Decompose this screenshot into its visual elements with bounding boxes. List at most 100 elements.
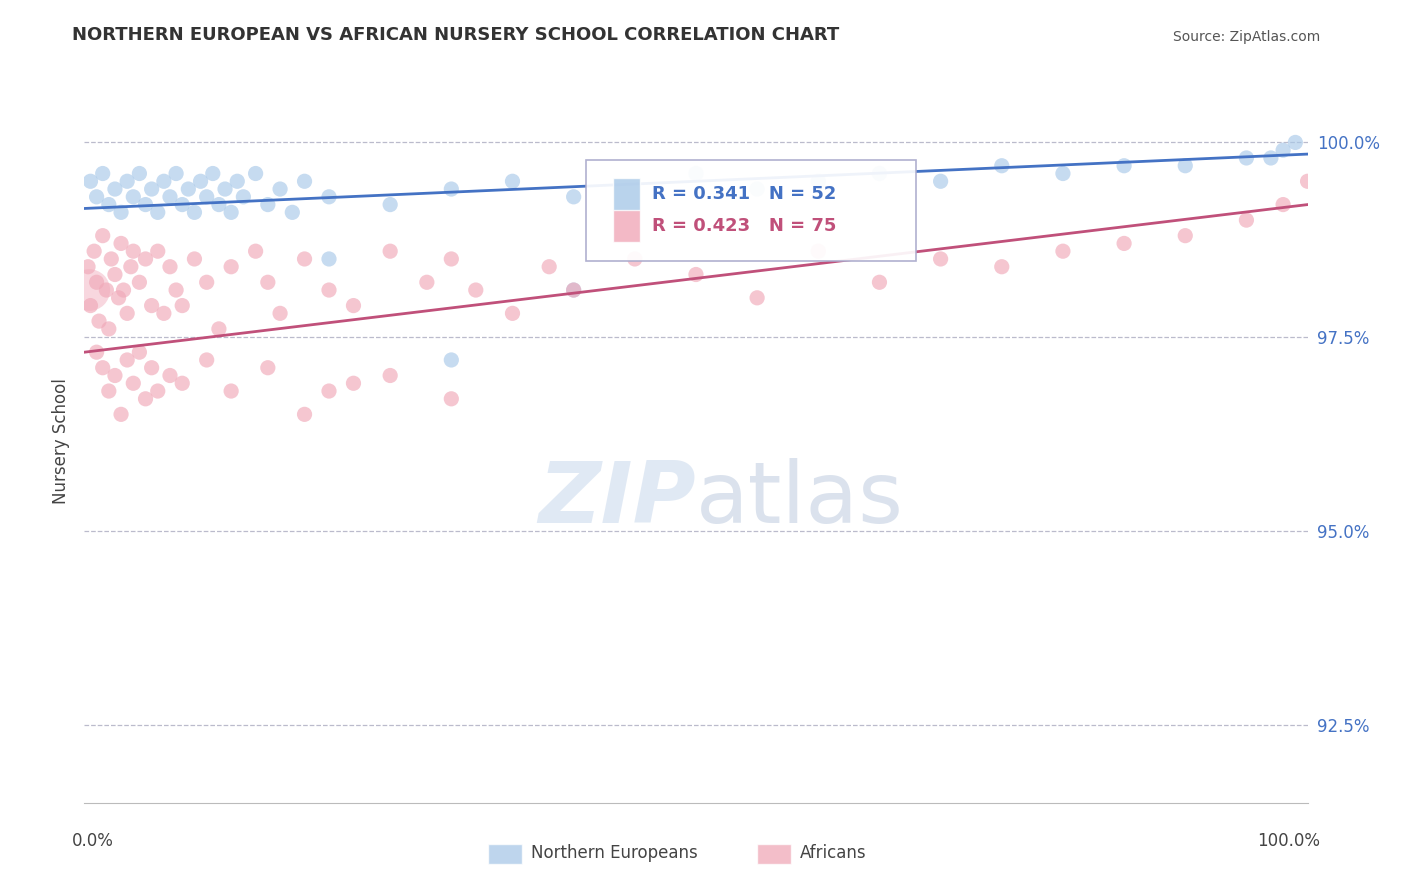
Point <box>135 252 157 266</box>
Point <box>318 283 340 297</box>
Point <box>83 244 105 259</box>
Point <box>104 368 127 383</box>
Point <box>97 322 120 336</box>
Point <box>807 174 830 188</box>
Point <box>190 174 212 188</box>
Point <box>77 283 100 297</box>
Bar <box>758 844 792 864</box>
Point <box>86 275 108 289</box>
Point <box>380 244 402 259</box>
Point <box>104 182 127 196</box>
Point <box>112 283 135 297</box>
Text: 100.0%: 100.0% <box>1257 831 1320 850</box>
Point <box>1174 228 1197 243</box>
Point <box>991 159 1014 173</box>
Point <box>122 244 145 259</box>
Bar <box>488 844 522 864</box>
Point <box>416 275 439 289</box>
Point <box>146 384 169 398</box>
Point <box>219 260 242 274</box>
Point <box>502 174 524 188</box>
Point <box>128 167 150 181</box>
Point <box>141 299 163 313</box>
Point <box>115 353 138 368</box>
Point <box>257 197 280 211</box>
Point <box>1236 151 1258 165</box>
Point <box>172 299 194 313</box>
Point <box>685 268 707 282</box>
Point <box>135 197 157 211</box>
Point <box>1052 167 1074 181</box>
Point <box>153 306 176 320</box>
Point <box>146 205 169 219</box>
Point <box>172 376 194 391</box>
Point <box>1272 197 1295 211</box>
Text: NORTHERN EUROPEAN VS AFRICAN NURSERY SCHOOL CORRELATION CHART: NORTHERN EUROPEAN VS AFRICAN NURSERY SCH… <box>72 26 839 44</box>
Point <box>245 167 267 181</box>
Point <box>1260 151 1282 165</box>
Point <box>869 275 891 289</box>
Point <box>807 244 830 259</box>
Point <box>141 360 163 375</box>
Y-axis label: Nursery School: Nursery School <box>52 378 70 505</box>
Point <box>97 197 120 211</box>
Point <box>214 182 236 196</box>
Point <box>1114 159 1136 173</box>
Point <box>232 190 254 204</box>
Point <box>159 368 181 383</box>
Point <box>183 205 205 219</box>
Point <box>110 408 132 422</box>
Point <box>929 174 952 188</box>
Text: 0.0%: 0.0% <box>72 831 114 850</box>
Point <box>226 174 249 188</box>
Point <box>91 167 114 181</box>
Point <box>122 190 145 204</box>
Bar <box>613 210 640 243</box>
Point <box>440 182 463 196</box>
Point <box>294 252 316 266</box>
Point <box>87 314 110 328</box>
Point <box>195 275 218 289</box>
Text: Northern Europeans: Northern Europeans <box>531 845 697 863</box>
Point <box>159 190 181 204</box>
Point <box>342 299 364 313</box>
Point <box>165 167 187 181</box>
Point <box>122 376 145 391</box>
Bar <box>613 178 640 211</box>
Point <box>464 283 486 297</box>
Point <box>257 275 280 289</box>
Point <box>318 252 340 266</box>
Point <box>929 252 952 266</box>
Point <box>91 228 114 243</box>
Point <box>440 392 463 406</box>
Point <box>146 244 169 259</box>
Point <box>104 268 127 282</box>
Point <box>440 252 463 266</box>
Point <box>107 291 129 305</box>
Point <box>294 174 316 188</box>
Text: Africans: Africans <box>800 845 866 863</box>
Text: ZIP: ZIP <box>538 458 696 541</box>
Point <box>281 205 304 219</box>
Point <box>201 167 224 181</box>
Point <box>195 353 218 368</box>
Point <box>1284 136 1306 150</box>
Point <box>77 260 100 274</box>
Point <box>177 182 200 196</box>
Point <box>91 360 114 375</box>
Point <box>747 291 769 305</box>
Point <box>380 197 402 211</box>
Point <box>110 205 132 219</box>
Point <box>115 174 138 188</box>
Point <box>120 260 142 274</box>
Point <box>318 384 340 398</box>
Point <box>342 376 364 391</box>
Point <box>747 182 769 196</box>
Point <box>96 283 118 297</box>
Point <box>538 260 561 274</box>
Text: R = 0.341   N = 52: R = 0.341 N = 52 <box>652 186 837 203</box>
Point <box>110 236 132 251</box>
Point <box>165 283 187 297</box>
Point <box>86 190 108 204</box>
Point <box>562 190 585 204</box>
